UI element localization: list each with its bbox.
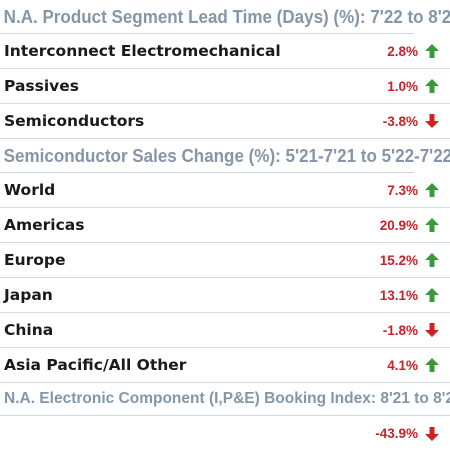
table-row: Semiconductors -3.8%: [0, 104, 450, 139]
section-header-booking-index: N.A. Electronic Component (I,P&E) Bookin…: [0, 383, 450, 416]
section-header-semiconductor-sales: Semiconductor Sales Change (%): 5'21-7'2…: [0, 139, 450, 173]
row-label: Asia Pacific/All Other: [4, 356, 187, 374]
row-value: 1.0%: [387, 78, 418, 94]
arrow-up-icon: [424, 43, 440, 59]
row-value: 7.3%: [387, 182, 418, 198]
row-value: 4.1%: [387, 357, 418, 373]
row-value: -3.8%: [382, 113, 418, 129]
row-value: -43.9%: [375, 426, 418, 441]
row-value: 15.2%: [379, 252, 418, 268]
arrow-up-icon: [424, 182, 440, 198]
table-row: -43.9%: [0, 416, 450, 451]
table-row: Passives 1.0%: [0, 69, 450, 104]
table-row: Japan 13.1%: [0, 278, 450, 313]
table-row: Interconnect Electromechanical 2.8%: [0, 34, 450, 69]
arrow-down-icon: [424, 113, 440, 129]
row-value: 13.1%: [379, 287, 418, 303]
row-label: Americas: [4, 216, 85, 234]
table-row: Europe 15.2%: [0, 243, 450, 278]
row-value: -1.8%: [382, 322, 418, 338]
arrow-up-icon: [424, 287, 440, 303]
table-row: China -1.8%: [0, 313, 450, 348]
arrow-down-icon: [424, 322, 440, 338]
row-label: Passives: [4, 77, 80, 95]
arrow-up-icon: [424, 252, 440, 268]
arrow-up-icon: [424, 78, 440, 94]
row-label: Japan: [4, 286, 53, 304]
table-row: Americas 20.9%: [0, 208, 450, 243]
arrow-up-icon: [424, 217, 440, 233]
arrow-down-icon: [424, 426, 440, 442]
row-label: China: [4, 321, 54, 339]
row-label: Interconnect Electromechanical: [4, 42, 281, 60]
section-header-lead-time: N.A. Product Segment Lead Time (Days) (%…: [0, 0, 450, 34]
row-value: 20.9%: [379, 217, 418, 233]
arrow-up-icon: [424, 357, 440, 373]
row-label: World: [4, 181, 56, 199]
row-value: 2.8%: [387, 43, 418, 59]
row-label: Semiconductors: [4, 112, 145, 130]
table-row: World 7.3%: [0, 173, 450, 208]
row-label: Europe: [4, 251, 66, 269]
table-row: Asia Pacific/All Other 4.1%: [0, 348, 450, 383]
